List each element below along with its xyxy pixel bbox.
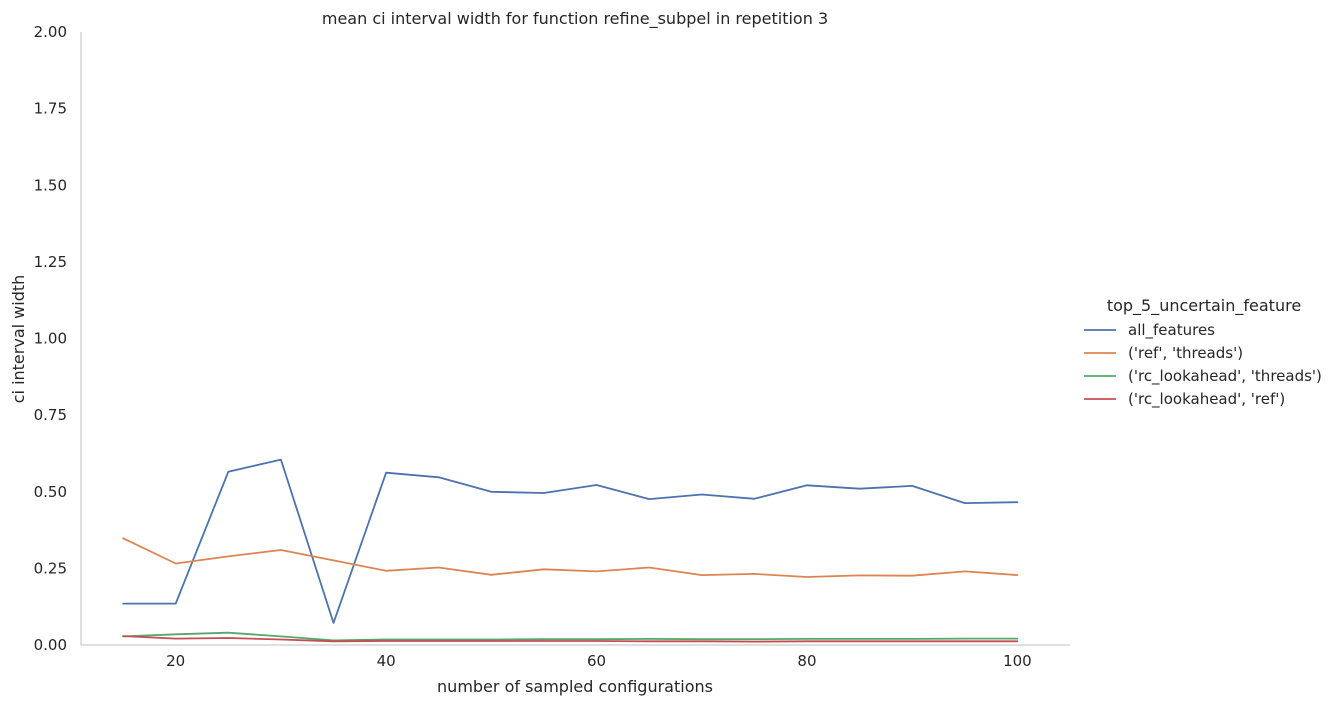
x-tick-label: 20: [166, 652, 185, 670]
legend: top_5_uncertain_feature all_features ('re…: [1084, 296, 1322, 409]
x-axis-label: number of sampled configurations: [437, 677, 713, 696]
x-tick-label: 60: [587, 652, 606, 670]
series-line: [122, 635, 1019, 643]
y-tick-label: 0.00: [34, 636, 67, 654]
x-tick-label: 100: [1003, 652, 1032, 670]
y-tick-label: 1.25: [34, 253, 67, 271]
legend-label: all_features: [1128, 321, 1215, 340]
x-ticks: 20 40 60 80 100: [166, 652, 1032, 670]
series-line: [122, 537, 1019, 578]
legend-label: ('rc_lookahead', 'threads'): [1128, 367, 1322, 386]
y-ticks: 0.00 0.25 0.50 0.75 1.00 1.25 1.50 1.75 2.00: [34, 23, 67, 654]
legend-title: top_5_uncertain_feature: [1107, 296, 1301, 316]
series-lines: [122, 458, 1019, 643]
legend-items: all_features ('ref', 'threads') ('rc_looka…: [1084, 321, 1322, 409]
y-tick-label: 1.00: [34, 330, 67, 348]
x-tick-label: 80: [797, 652, 816, 670]
y-tick-label: 2.00: [34, 23, 67, 41]
legend-label: ('rc_lookahead', 'ref'): [1128, 390, 1285, 409]
y-tick-label: 1.75: [34, 100, 67, 118]
y-tick-label: 0.25: [34, 559, 67, 577]
y-tick-label: 1.50: [34, 176, 67, 194]
legend-label: ('ref', 'threads'): [1128, 344, 1243, 362]
series-line: [122, 631, 1019, 642]
series-line: [122, 458, 1019, 624]
x-tick-label: 40: [377, 652, 396, 670]
chart-title: mean ci interval width for function refi…: [322, 9, 828, 29]
y-axis-label: ci interval width: [9, 275, 28, 404]
y-tick-label: 0.50: [34, 483, 67, 501]
y-tick-label: 0.75: [34, 406, 67, 424]
